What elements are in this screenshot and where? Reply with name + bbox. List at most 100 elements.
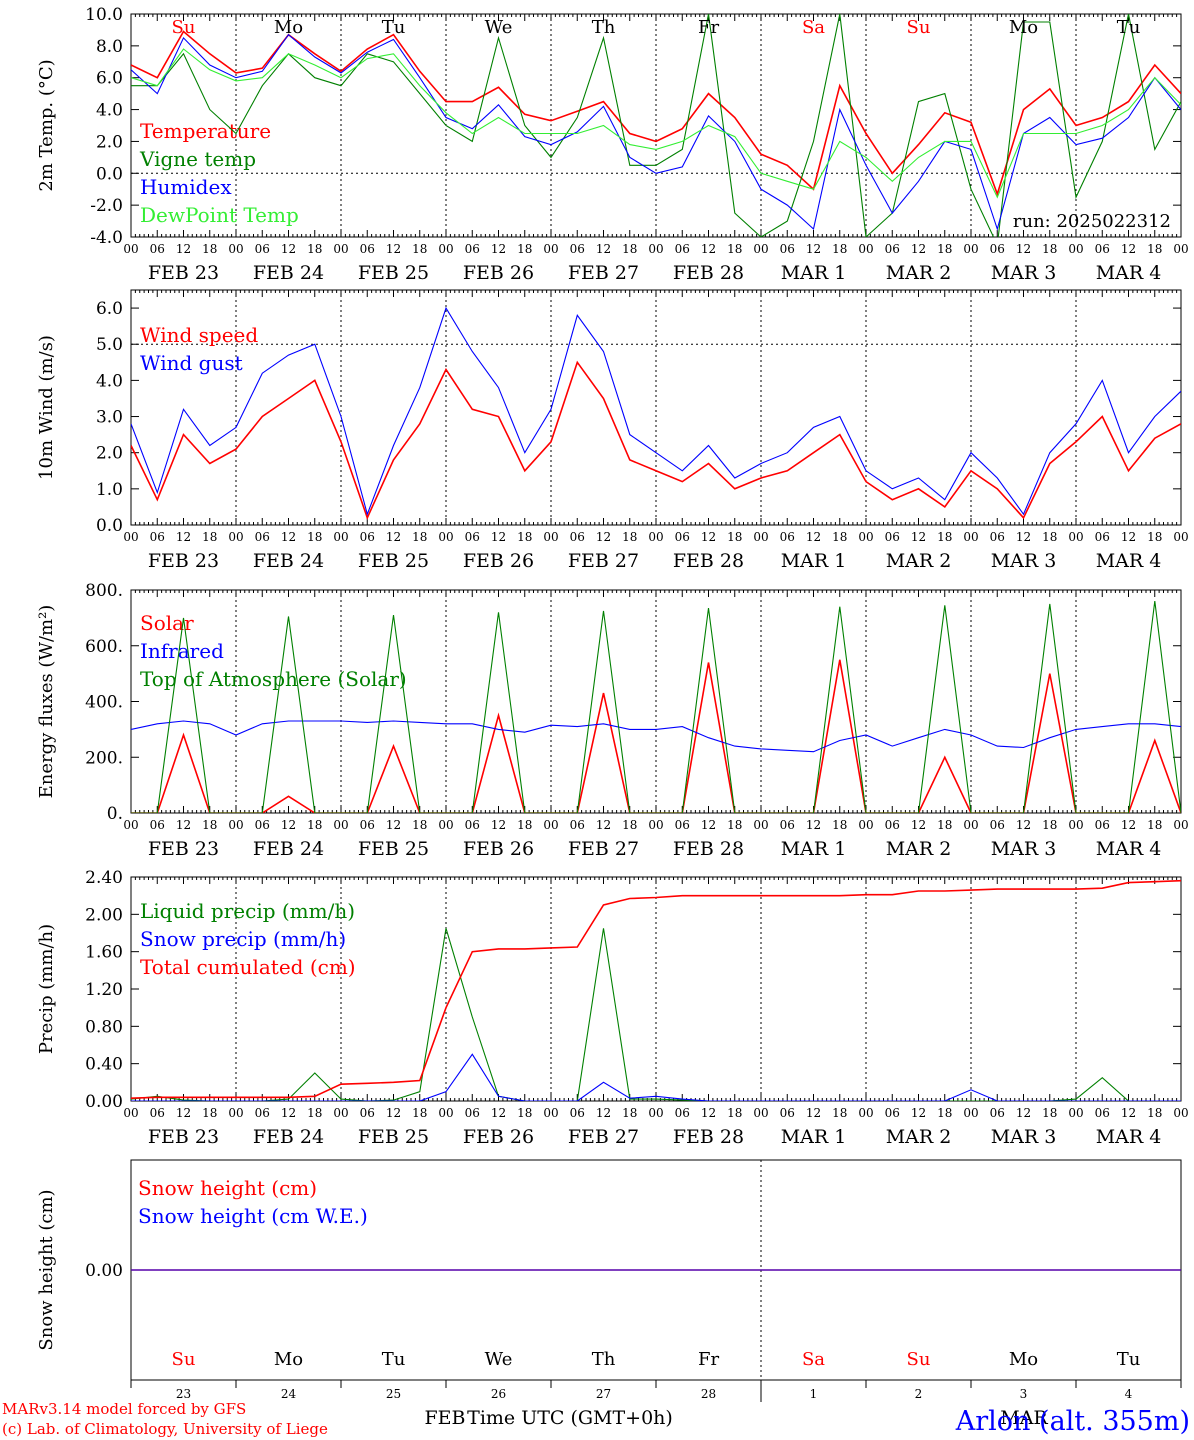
- hour-tick-label: 18: [832, 530, 847, 544]
- month-label: FEB: [424, 1407, 465, 1429]
- date-label: MAR 3: [991, 1126, 1057, 1148]
- hour-tick-label: 06: [675, 530, 690, 544]
- hour-tick-label: 18: [1147, 530, 1162, 544]
- date-label: FEB 26: [463, 1126, 534, 1148]
- date-label: FEB 28: [673, 838, 744, 860]
- hour-tick-label: 18: [937, 242, 952, 256]
- hour-tick-label: 00: [1068, 1106, 1083, 1120]
- hour-tick-label: 06: [570, 242, 585, 256]
- hour-tick-label: 00: [753, 530, 768, 544]
- legend-entry: Snow height (cm W.E.): [138, 1204, 368, 1228]
- hour-tick-label: 06: [675, 1106, 690, 1120]
- hour-tick-label: 12: [176, 242, 191, 256]
- hour-tick-label: 12: [806, 818, 821, 832]
- hour-tick-label: 06: [255, 530, 270, 544]
- hour-tick-label: 00: [123, 530, 138, 544]
- hour-tick-label: 00: [438, 530, 453, 544]
- run-annotation: run: 2025022312: [1013, 211, 1171, 232]
- hour-tick-label: 18: [517, 530, 532, 544]
- hour-tick-label: 18: [412, 818, 427, 832]
- hour-tick-label: 12: [596, 242, 611, 256]
- hour-tick-label: 00: [753, 818, 768, 832]
- hour-tick-label: 06: [360, 1106, 375, 1120]
- date-label: FEB 23: [148, 550, 219, 572]
- y-tick-label: 4.0: [96, 371, 123, 391]
- weekday-label: We: [485, 17, 513, 38]
- series-line-total-cumulated-cm: [131, 879, 1181, 1099]
- hour-tick-label: 00: [648, 530, 663, 544]
- lab-credit: (c) Lab. of Climatology, University of L…: [2, 1420, 328, 1438]
- hour-tick-label: 00: [648, 242, 663, 256]
- hour-tick-label: 00: [858, 530, 873, 544]
- hour-tick-label: 12: [911, 1106, 926, 1120]
- y-tick-label: 1.20: [85, 980, 123, 1000]
- hour-tick-label: 00: [753, 1106, 768, 1120]
- date-label: MAR 4: [1096, 838, 1162, 860]
- hour-tick-label: 18: [517, 818, 532, 832]
- hour-tick-label: 12: [701, 530, 716, 544]
- y-tick-label: 2.0: [96, 132, 123, 152]
- hour-tick-label: 00: [333, 242, 348, 256]
- hour-tick-label: 18: [622, 1106, 637, 1120]
- hour-tick-label: 00: [123, 818, 138, 832]
- date-label: FEB 27: [568, 1126, 639, 1148]
- y-tick-label: 6.0: [96, 69, 123, 89]
- hour-tick-label: 00: [963, 242, 978, 256]
- y-tick-label: 4.0: [96, 101, 123, 121]
- day-number: 26: [491, 1387, 506, 1401]
- date-label: MAR 1: [781, 838, 847, 860]
- hour-tick-label: 00: [228, 1106, 243, 1120]
- y-tick-label: 600.: [85, 637, 123, 657]
- hour-tick-label: 18: [517, 242, 532, 256]
- hour-tick-label: 18: [412, 242, 427, 256]
- weekday-label: Mo: [274, 1349, 303, 1370]
- hour-tick-label: 06: [465, 530, 480, 544]
- hour-tick-label: 18: [1042, 818, 1057, 832]
- hour-tick-label: 18: [1147, 1106, 1162, 1120]
- hour-tick-label: 12: [386, 530, 401, 544]
- legend-entry: Vigne temp: [139, 147, 256, 171]
- hour-tick-label: 06: [150, 1106, 165, 1120]
- y-tick-label: 3.0: [96, 408, 123, 428]
- hour-tick-label: 00: [1068, 818, 1083, 832]
- weekday-label: Mo: [1009, 1349, 1038, 1370]
- date-label: MAR 1: [781, 262, 847, 284]
- hour-tick-label: 06: [885, 242, 900, 256]
- hour-tick-label: 18: [832, 818, 847, 832]
- model-credit: MARv3.14 model forced by GFS: [2, 1400, 246, 1418]
- date-label: FEB 26: [463, 550, 534, 572]
- hour-tick-label: 00: [1173, 242, 1188, 256]
- hour-tick-label: 06: [885, 818, 900, 832]
- legend-entry: Humidex: [140, 175, 232, 199]
- date-label: MAR 4: [1096, 262, 1162, 284]
- hour-tick-label: 00: [1173, 818, 1188, 832]
- y-axis-label: Precip (mm/h): [36, 924, 57, 1054]
- legend-entry: Top of Atmosphere (Solar): [140, 667, 407, 691]
- hour-tick-label: 06: [780, 818, 795, 832]
- hour-tick-label: 06: [675, 242, 690, 256]
- legend-entry: Wind speed: [140, 323, 258, 347]
- hour-tick-label: 18: [1147, 818, 1162, 832]
- hour-tick-label: 18: [1042, 242, 1057, 256]
- date-label: MAR 4: [1096, 550, 1162, 572]
- legend-entry: Temperature: [140, 119, 271, 143]
- y-tick-label: 0.: [107, 804, 123, 824]
- hour-tick-label: 06: [255, 818, 270, 832]
- panel-2: 00 06 12 18 00 06 12 18 00 06 12 18 00 06 12 18 00 06 12 18…: [36, 289, 1189, 572]
- hour-tick-label: 00: [228, 242, 243, 256]
- weekday-label: Tu: [1117, 17, 1141, 38]
- hour-tick-label: 12: [176, 530, 191, 544]
- date-label: FEB 28: [673, 262, 744, 284]
- hour-tick-label: 18: [517, 1106, 532, 1120]
- y-tick-label: 2.00: [85, 905, 123, 925]
- hour-tick-label: 06: [570, 818, 585, 832]
- hour-tick-label: 00: [543, 242, 558, 256]
- hour-tick-label: 18: [412, 530, 427, 544]
- date-label: MAR 2: [886, 262, 952, 284]
- hour-tick-label: 00: [228, 530, 243, 544]
- y-tick-label: 2.40: [85, 868, 123, 888]
- date-label: FEB 24: [253, 262, 324, 284]
- date-label: FEB 24: [253, 1126, 324, 1148]
- hour-tick-label: 06: [255, 242, 270, 256]
